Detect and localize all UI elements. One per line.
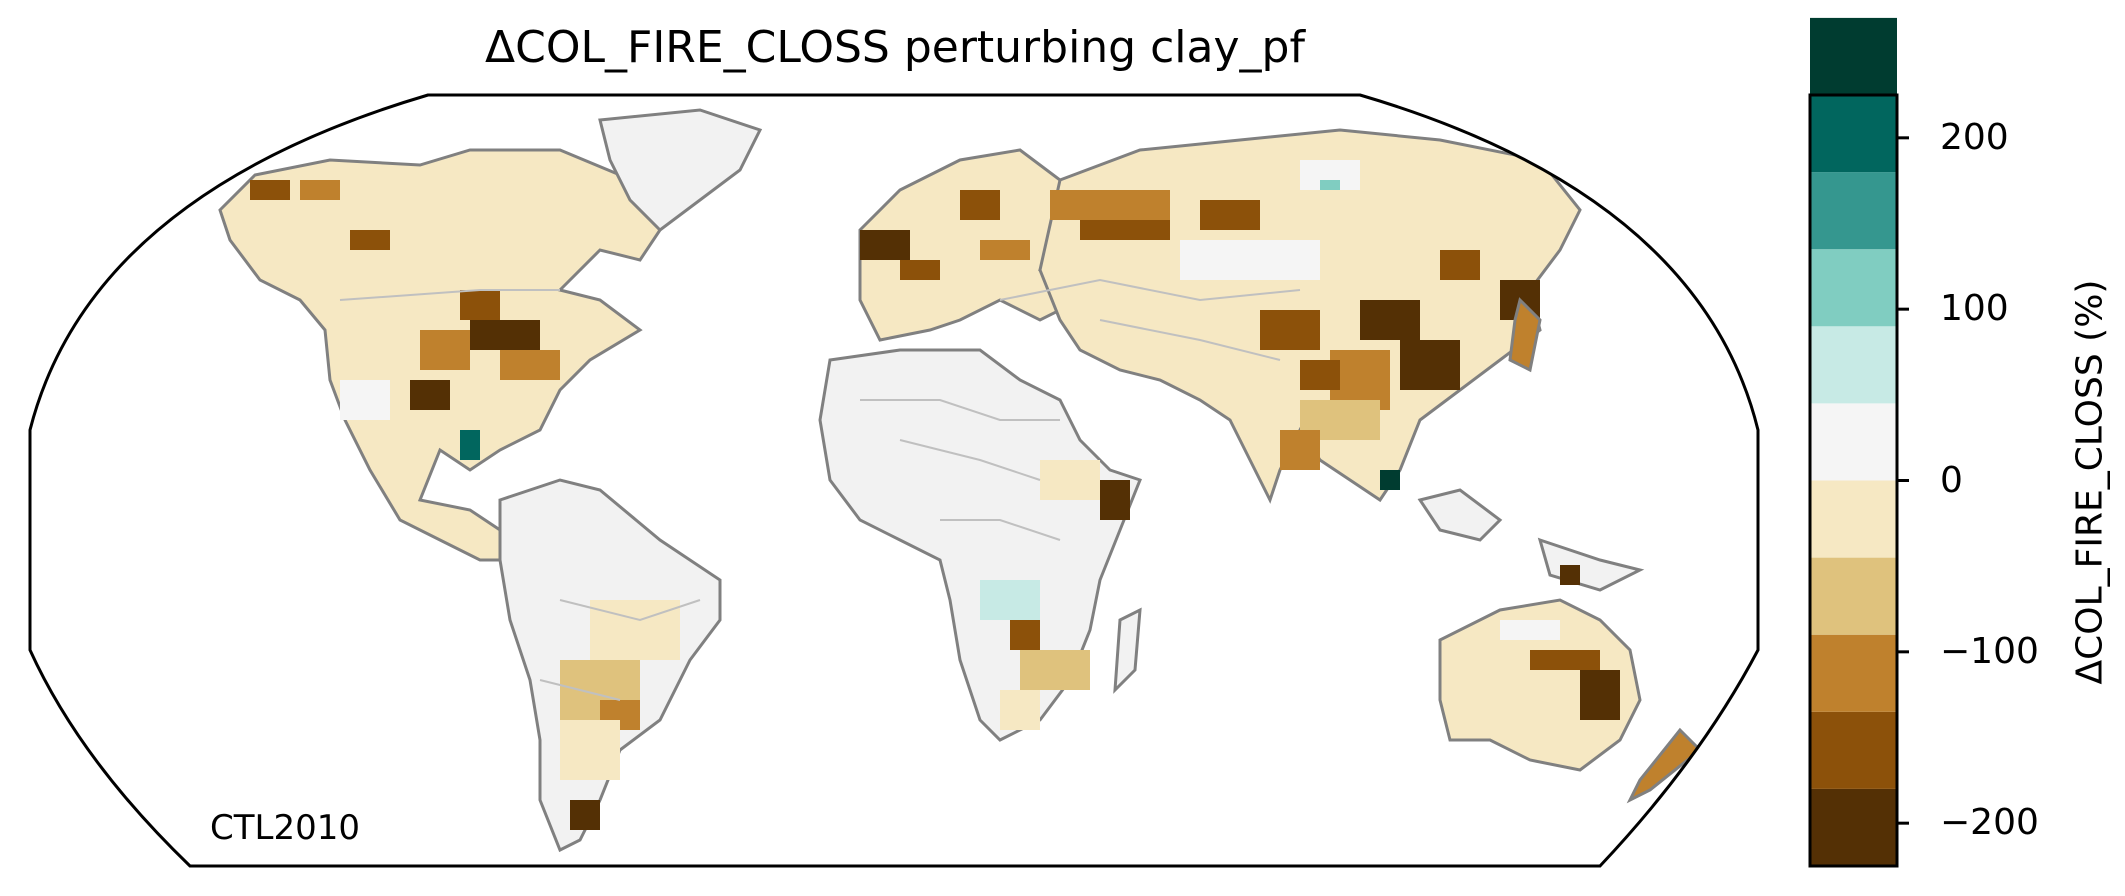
japan [1508,297,1542,373]
australia-landmass [1438,598,1642,772]
colorbar-tick-label: 200 [1940,116,2009,158]
colorbar-tick-label: −200 [1940,802,2039,844]
madagascar [1113,607,1142,694]
colorbar-segment [1810,95,1897,173]
colorbar-segment [1810,17,1897,95]
colorbar-segment [1810,480,1897,558]
map-boundary [28,93,1760,868]
maritime-southeast-asia [1417,488,1503,542]
world-map [28,93,1760,868]
colorbar-segment [1810,788,1897,866]
colorbar-segment [1810,711,1897,789]
colorbar-segment [1810,172,1897,250]
colorbar-segment [1810,326,1897,404]
map-title: ΔCOL_FIRE_CLOSS perturbing clay_pf [485,22,1305,73]
run-label: CTL2010 [210,808,360,848]
colorbar-segment [1810,557,1897,635]
country-borders [339,278,1301,701]
colorbar-label: ΔCOL_FIRE_CLOSS (%) [2069,279,2111,685]
colorbar-segment [1810,403,1897,481]
colorbar-tick-label: 100 [1940,288,2009,330]
colorbar-tick-label: 0 [1940,459,1963,501]
colorbar-segment [1810,634,1897,712]
greenland [598,108,763,232]
colorbar-tick-label: −100 [1940,630,2039,672]
colorbar-segment [1810,249,1897,327]
